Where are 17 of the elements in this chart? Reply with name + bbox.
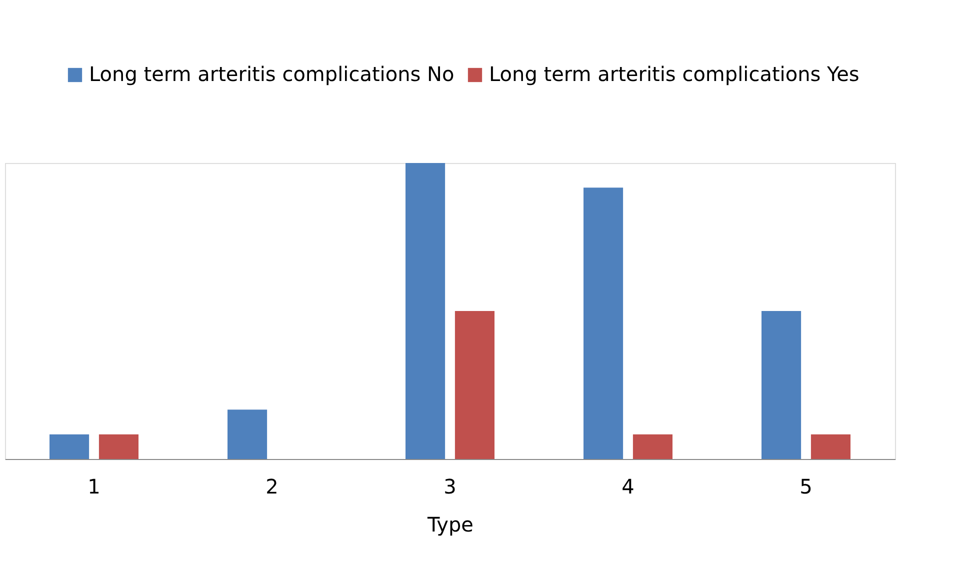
- x-axis-title: Type: [426, 512, 474, 536]
- x-tick-label: 2: [266, 474, 278, 498]
- bar: [228, 410, 268, 459]
- bar: [50, 434, 90, 459]
- bar: [632, 434, 672, 459]
- bar: [810, 434, 850, 459]
- x-tick-label: 1: [88, 474, 100, 498]
- x-tick-label: 5: [800, 474, 812, 498]
- bar: [406, 163, 446, 459]
- x-tick-label: 4: [622, 474, 634, 498]
- x-tick-label: 3: [444, 474, 456, 498]
- bar: [98, 434, 138, 459]
- legend-label: Long term arteritis complications No: [89, 62, 454, 86]
- bar: [762, 311, 802, 459]
- bar: [584, 188, 624, 459]
- bar: [454, 311, 494, 459]
- legend-label: Long term arteritis complications Yes: [489, 62, 860, 86]
